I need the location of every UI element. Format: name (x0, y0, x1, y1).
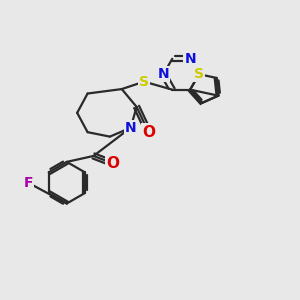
Text: N: N (125, 121, 136, 135)
Text: F: F (23, 176, 33, 190)
Text: S: S (194, 67, 204, 81)
Text: S: S (139, 75, 149, 88)
Text: N: N (184, 52, 196, 66)
Text: O: O (106, 156, 119, 171)
Text: N: N (158, 67, 169, 81)
Text: O: O (142, 125, 155, 140)
